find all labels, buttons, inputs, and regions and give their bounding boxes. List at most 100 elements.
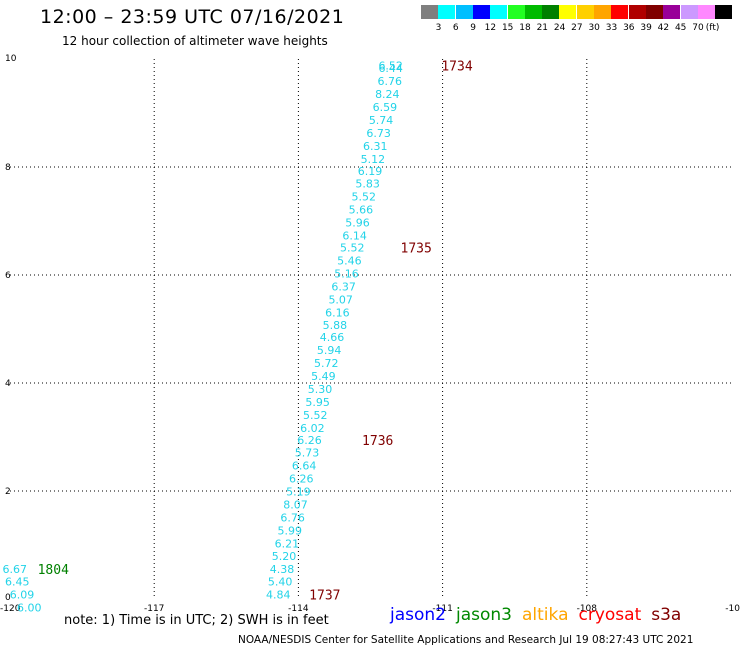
scale-swatch: [697, 5, 715, 19]
x-tick-label: -111: [432, 604, 452, 614]
data-point-label: 5.96: [345, 217, 370, 230]
y-tick-label: 2: [5, 487, 11, 497]
x-tick-label: -108: [577, 604, 598, 614]
data-point-label: 5.66: [349, 204, 374, 217]
scale-swatch: [645, 5, 663, 19]
wave-height-points: 6.526.446.768.246.595.746.736.315.126.19…: [3, 59, 403, 614]
footer-credit: NOAA/NESDIS Center for Satellite Applica…: [238, 634, 694, 646]
data-point-label: 5.19: [286, 486, 311, 499]
data-point-label: 6.59: [373, 101, 398, 114]
satellite-legend: jason2 jason3 altika cryosat s3a: [390, 605, 691, 625]
data-point-label: 4.84: [266, 589, 291, 602]
data-point-label: 6.21: [275, 537, 300, 550]
x-tick-label: -117: [144, 604, 164, 614]
scale-label: 24: [553, 23, 566, 33]
scale-swatch: [715, 5, 733, 19]
data-point-label: 6.26: [297, 434, 322, 447]
axis-ticks: -120 -117 -114 -111 -108 -10 0 2 4 6 8 10: [0, 54, 740, 614]
scale-swatch: [576, 5, 594, 19]
scale-unit: (ft): [705, 23, 720, 33]
scale-swatch: [438, 5, 456, 19]
data-point-label: 5.94: [317, 344, 342, 357]
data-point-label: 5.83: [355, 178, 380, 191]
scale-swatch: [663, 5, 681, 19]
data-point-label: 5.74: [369, 114, 394, 127]
scale-swatch: [455, 5, 473, 19]
scale-swatch: [542, 5, 560, 19]
data-point-label: 6.09: [10, 589, 35, 602]
scale-label: 42: [657, 23, 670, 33]
data-point-label: 5.46: [337, 254, 362, 267]
data-point-label: 6.26: [289, 473, 314, 486]
scale-swatch: [680, 5, 698, 19]
data-point-label: 5.12: [361, 153, 386, 166]
satellite-name: cryosat: [578, 605, 642, 625]
data-point-label: 6.76: [377, 75, 402, 88]
data-point-label: 5.52: [352, 191, 377, 204]
scale-label: 45: [674, 23, 687, 33]
data-point-label: 4.38: [270, 563, 295, 576]
time-labels: 1734 1735 1736 1737 1804: [38, 59, 473, 603]
scale-label: 15: [501, 23, 514, 33]
scale-label: 3: [435, 23, 442, 33]
data-point-label: 6.52: [378, 59, 403, 72]
time-label: 1737: [309, 589, 340, 604]
data-point-label: 5.99: [277, 524, 302, 537]
data-point-label: 8.24: [375, 88, 400, 101]
satellite-name: altika: [522, 605, 569, 625]
data-point-label: 6.14: [342, 230, 367, 243]
page-title: 12:00 – 23:59 UTC 07/16/2021: [40, 6, 345, 28]
scale-swatch: [559, 5, 577, 19]
y-tick-label: 10: [5, 54, 17, 64]
page-subtitle: 12 hour collection of altimeter wave hei…: [62, 34, 328, 48]
data-point-label: 5.40: [268, 576, 293, 589]
data-point-label: 6.19: [358, 165, 383, 178]
data-point-label: 5.73: [295, 447, 320, 460]
satellite-name: s3a: [651, 605, 682, 625]
data-point-label: 5.88: [323, 319, 348, 332]
data-point-label: 6.73: [366, 127, 391, 140]
grid-lines: [10, 59, 731, 599]
footer-note: note: 1) Time is in UTC; 2) SWH is in fe…: [64, 613, 329, 628]
scale-swatch: [490, 5, 508, 19]
scale-swatch: [524, 5, 542, 19]
scale-swatch: [611, 5, 629, 19]
scale-label: 33: [605, 23, 618, 33]
scale-label: 39: [640, 23, 652, 33]
y-tick-label: 8: [5, 163, 11, 173]
data-point-label: 5.52: [340, 241, 365, 254]
scale-swatch: [594, 5, 611, 19]
scale-swatch: [507, 5, 525, 19]
scale-swatch: [628, 5, 646, 19]
data-point-label: 4.66: [320, 331, 345, 344]
scale-label: 30: [588, 23, 600, 33]
data-point-label: 6.76: [280, 511, 305, 524]
data-point-label: 5.72: [314, 357, 339, 370]
time-label: 1736: [362, 434, 393, 449]
data-point-label: 6.31: [363, 140, 388, 153]
scale-label: 6: [452, 23, 459, 33]
time-label: 1734: [441, 59, 472, 74]
y-tick-label: 6: [5, 271, 11, 281]
scale-swatch: [472, 5, 490, 19]
scale-label: 9: [470, 23, 476, 33]
data-point-label: 8.07: [283, 499, 308, 512]
scale-label: 12: [484, 23, 497, 33]
scale-label: 18: [519, 23, 531, 33]
satellite-name: jason3: [456, 605, 512, 625]
data-point-label: 6.64: [292, 460, 317, 473]
y-tick-label: 4: [5, 379, 11, 389]
x-tick-label: -120: [0, 604, 21, 614]
data-point-label: 6.37: [331, 280, 356, 293]
data-point-label: 5.20: [272, 550, 297, 563]
data-point-label: 5.07: [328, 293, 353, 306]
data-point-label: 6.45: [5, 576, 30, 589]
scale-label: 21: [536, 23, 549, 33]
x-tick-label: -10: [725, 604, 740, 614]
data-point-label: 5.95: [305, 396, 330, 409]
scale-label: 36: [623, 23, 635, 33]
data-point-label: 6.02: [300, 422, 325, 435]
satellite-name: jason2: [390, 605, 446, 625]
data-point-label: 5.16: [334, 267, 359, 280]
